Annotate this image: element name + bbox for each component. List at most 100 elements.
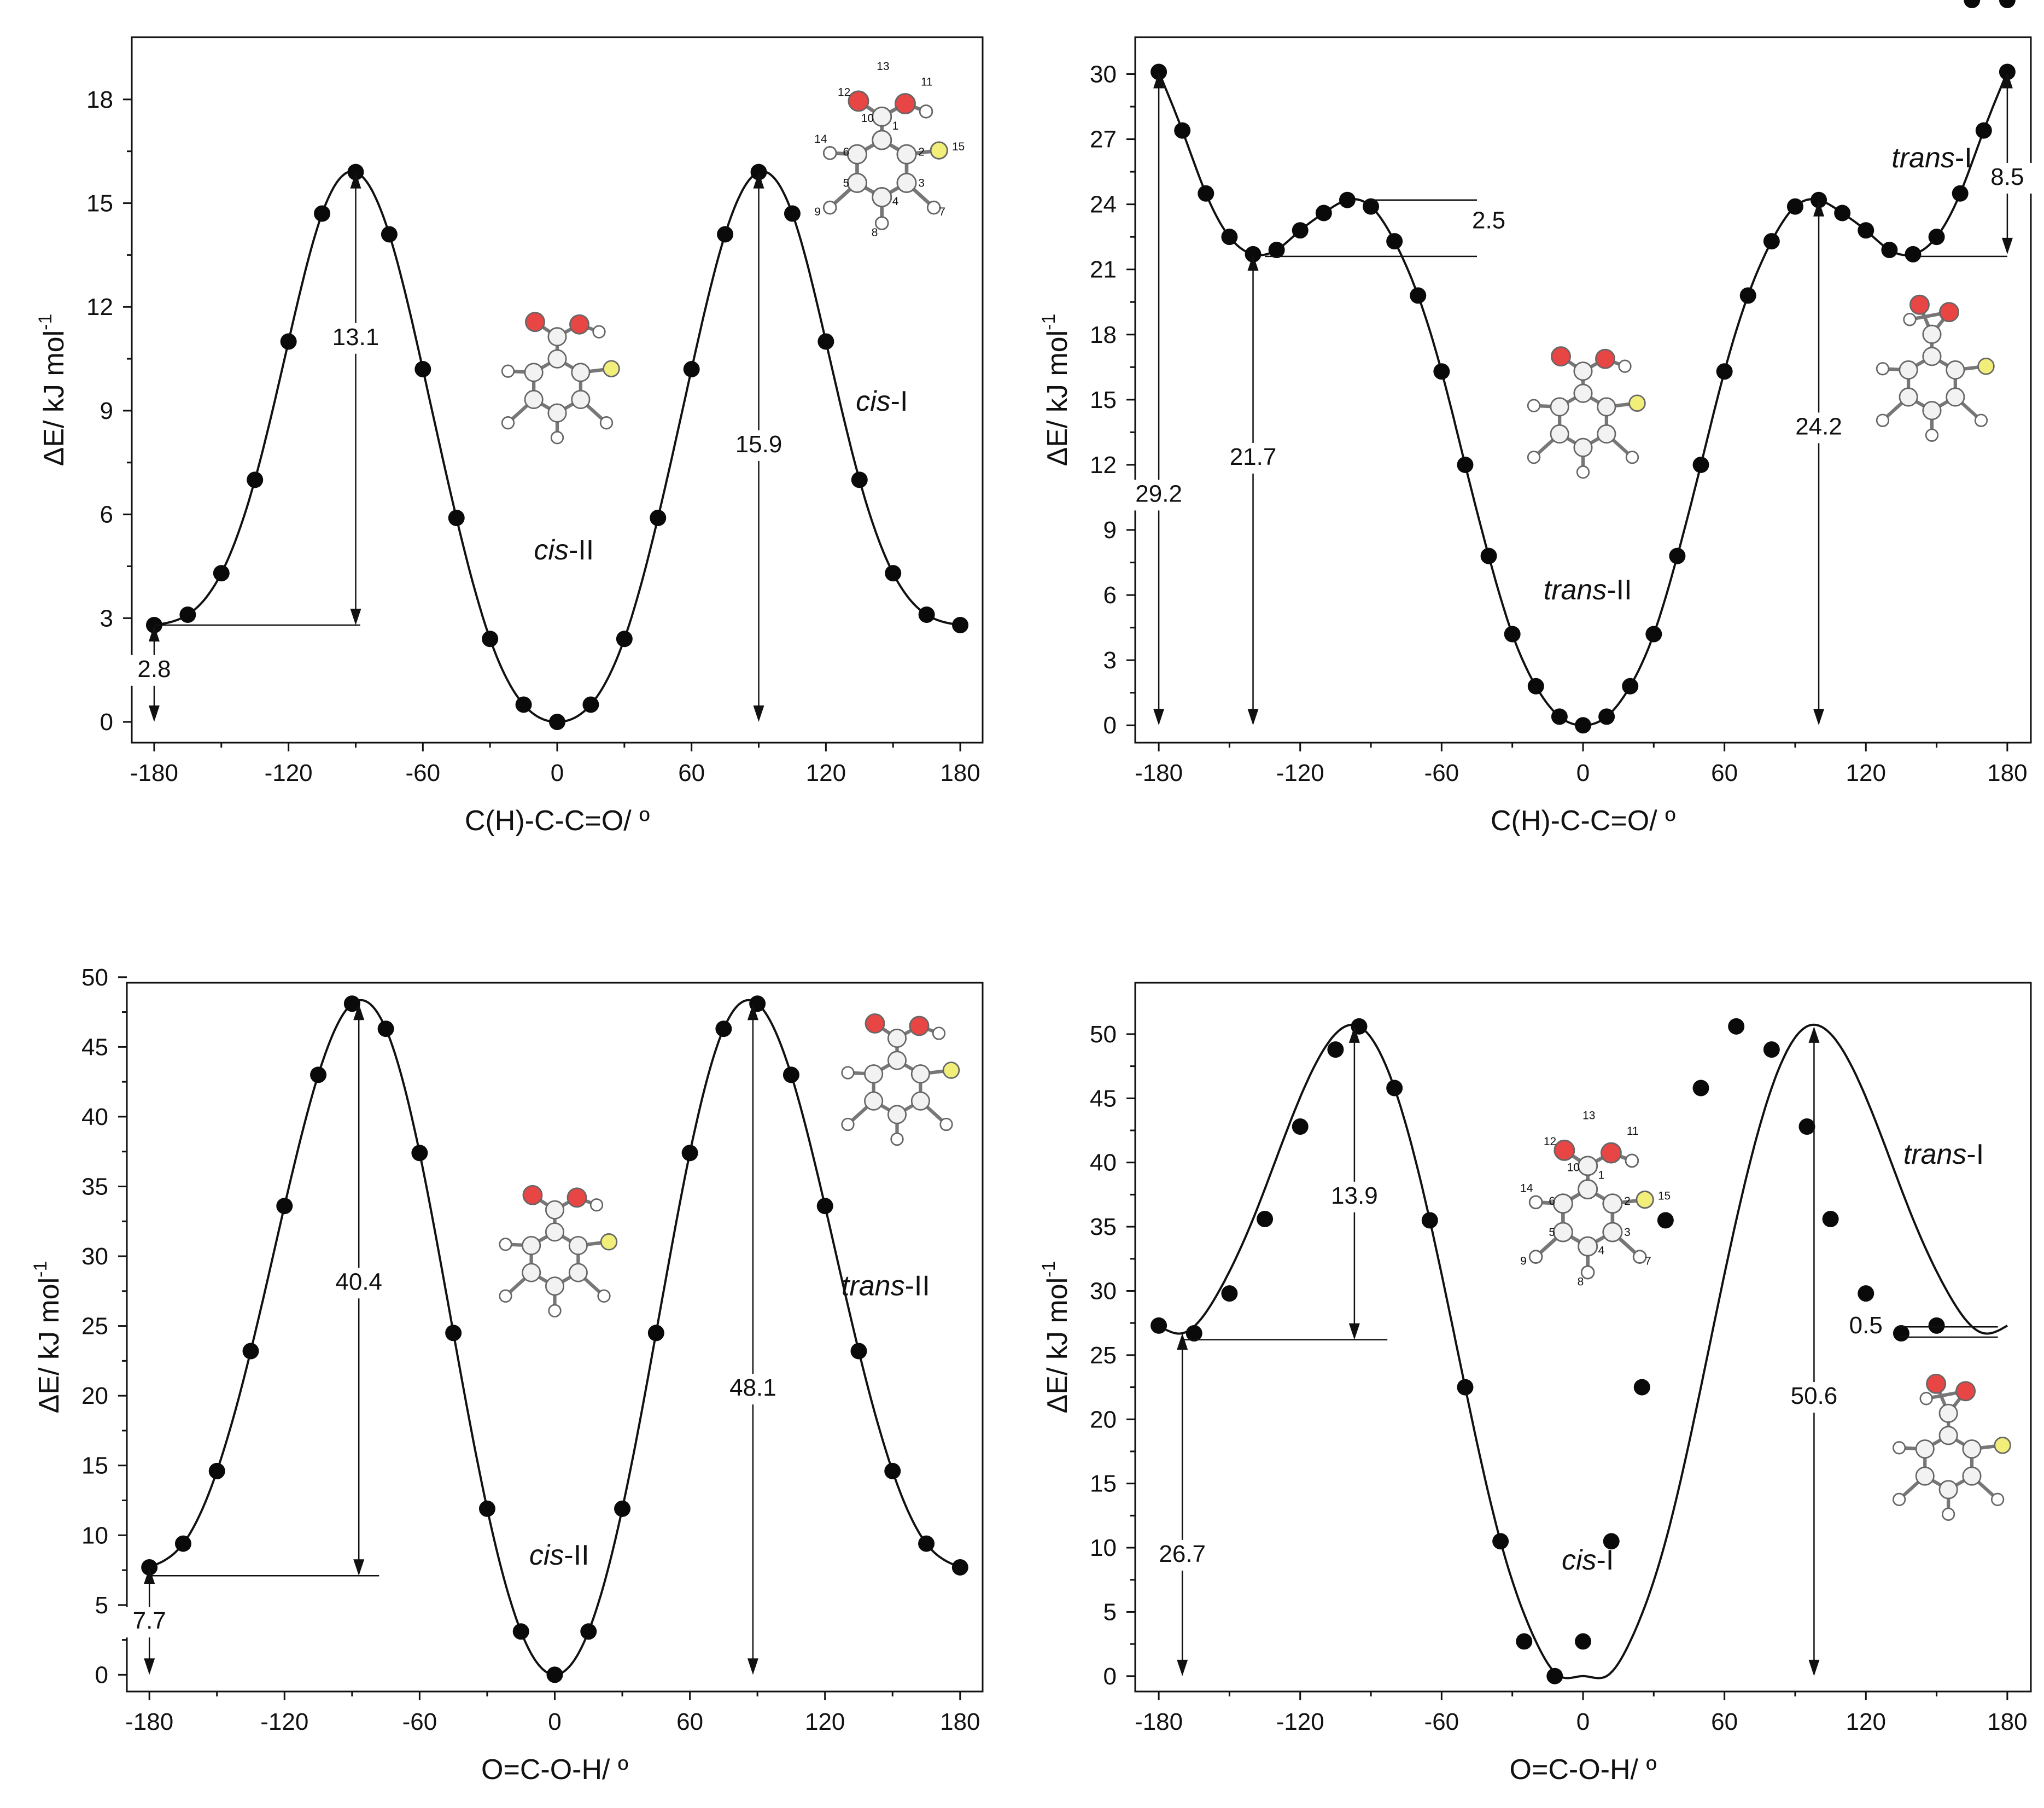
y-axis-label-main: ΔE/ kJ mol (1042, 1278, 1073, 1414)
carbon-atom (1915, 1466, 1935, 1486)
y-tick-label: 0 (1103, 712, 1117, 739)
carbon-atom (872, 130, 892, 150)
hydrogen-atom (1892, 1492, 1906, 1506)
data-point (715, 1020, 732, 1037)
fluorine-atom (1977, 357, 1995, 375)
data-point (1692, 456, 1709, 473)
x-tick-label: -60 (402, 1708, 437, 1735)
hydrogen-atom (1528, 1195, 1543, 1210)
conformer-suffix: -II (905, 1270, 930, 1302)
conformer-prefix: trans (1891, 142, 1955, 174)
y-axis-label-main: ΔE/ kJ mol (33, 1278, 65, 1414)
data-point (650, 509, 667, 526)
hydrogen-atom (1876, 362, 1890, 376)
carbon-atom (1602, 1222, 1623, 1243)
hydrogen-atom (1919, 1392, 1933, 1405)
data-point (918, 1535, 935, 1552)
molecule-ball-stick-2-0 (499, 1185, 618, 1317)
molecule-ball-stick-2-1 (841, 1013, 960, 1146)
conformer-suffix: -I (891, 386, 908, 417)
energy-arrow: 40.4 (329, 1004, 389, 1576)
data-point (1858, 1285, 1874, 1302)
data-point (1492, 1533, 1509, 1550)
x-tick-label: 60 (678, 760, 705, 786)
y-tick-label: 25 (1090, 1342, 1117, 1369)
hydrogen-atom (1892, 1441, 1906, 1455)
y-tick-label: 15 (1090, 1471, 1117, 1497)
arrow-head-down (1348, 1323, 1360, 1340)
arrow-label-bg (1223, 442, 1283, 474)
data-point (1327, 1041, 1344, 1058)
data-point (448, 509, 465, 526)
carbon-atom (1552, 1193, 1573, 1214)
carbon-atom (887, 1028, 907, 1048)
data-point (411, 1145, 428, 1162)
data-point (851, 471, 868, 488)
data-point (343, 995, 360, 1012)
data-point (1905, 246, 1922, 263)
oxygen-atom (1926, 1373, 1947, 1394)
molecule-ball-stick-0-0 (501, 312, 620, 445)
atom-number-label: 12 (1544, 1135, 1556, 1148)
y-tick-label: 15 (1090, 387, 1117, 413)
data-point (512, 1623, 529, 1640)
carbon-atom (568, 1263, 588, 1282)
conformer-label: trans-II (842, 1270, 930, 1302)
carbon-atom (846, 172, 868, 193)
conformer-prefix: cis (529, 1539, 564, 1571)
atom-number-label: 1 (1598, 1169, 1605, 1182)
data-point (1386, 1080, 1403, 1097)
arrow-head-down (148, 705, 160, 722)
atom-number-label: 15 (1658, 1190, 1671, 1203)
y-tick-label: 45 (1090, 1085, 1117, 1112)
data-point (549, 714, 565, 731)
data-point (817, 333, 834, 350)
carbon-atom (571, 389, 591, 410)
carbon-atom (1578, 1236, 1598, 1257)
x-tick-label: -180 (1135, 1708, 1183, 1735)
data-point (1421, 1212, 1438, 1229)
arrow-head-down (144, 1658, 155, 1675)
carbon-atom (1552, 1222, 1573, 1243)
data-point (1692, 1080, 1709, 1097)
hydrogen-atom (919, 104, 933, 119)
atom-number-label: 14 (814, 133, 827, 145)
x-tick-label: 180 (940, 1708, 980, 1735)
carbon-atom (568, 1235, 588, 1256)
data-point (1551, 708, 1568, 725)
conformer-prefix: cis (534, 534, 569, 566)
y-tick-label: 20 (1090, 1406, 1117, 1433)
y-tick-label: 18 (86, 86, 113, 113)
hydrogen-atom (599, 416, 614, 430)
carbon-atom (1915, 1439, 1935, 1459)
x-tick-label: -120 (1276, 1708, 1324, 1735)
oxygen-atom (848, 90, 869, 112)
carbon-atom (1573, 438, 1593, 457)
arrow-head-up (2001, 72, 2013, 89)
arrow-head-down (1813, 709, 1825, 726)
y-axis-label: ΔE/ kJ mol-1 (1038, 314, 1073, 466)
y-tick-label: 0 (1103, 1663, 1117, 1690)
y-tick-label: 9 (1103, 517, 1117, 544)
conformer-label: trans-I (1891, 142, 1972, 174)
y-tick-label: 12 (1090, 452, 1117, 479)
x-tick-label: 0 (548, 1708, 561, 1735)
energy-arrow: 8.5 (1977, 72, 2037, 254)
hydrogen-atom (890, 1132, 904, 1146)
arrow-head-up (1813, 200, 1825, 217)
hydrogen-atom (548, 1304, 562, 1317)
carbon-atom (1602, 1193, 1623, 1214)
energy-arrow: 48.1 (722, 1004, 783, 1675)
arrow-head-up (1348, 1026, 1360, 1043)
data-point (647, 1325, 664, 1342)
x-tick-label: -120 (1276, 760, 1324, 786)
fluorine-atom (603, 360, 620, 377)
hydrogen-atom (822, 200, 837, 215)
data-point (816, 1198, 833, 1215)
data-point (1798, 1118, 1815, 1135)
conformer-suffix: -I (1955, 142, 1972, 174)
arrow-head-up (148, 625, 160, 641)
carbon-atom (1578, 1179, 1598, 1200)
atom-number-label: 5 (1549, 1226, 1555, 1239)
